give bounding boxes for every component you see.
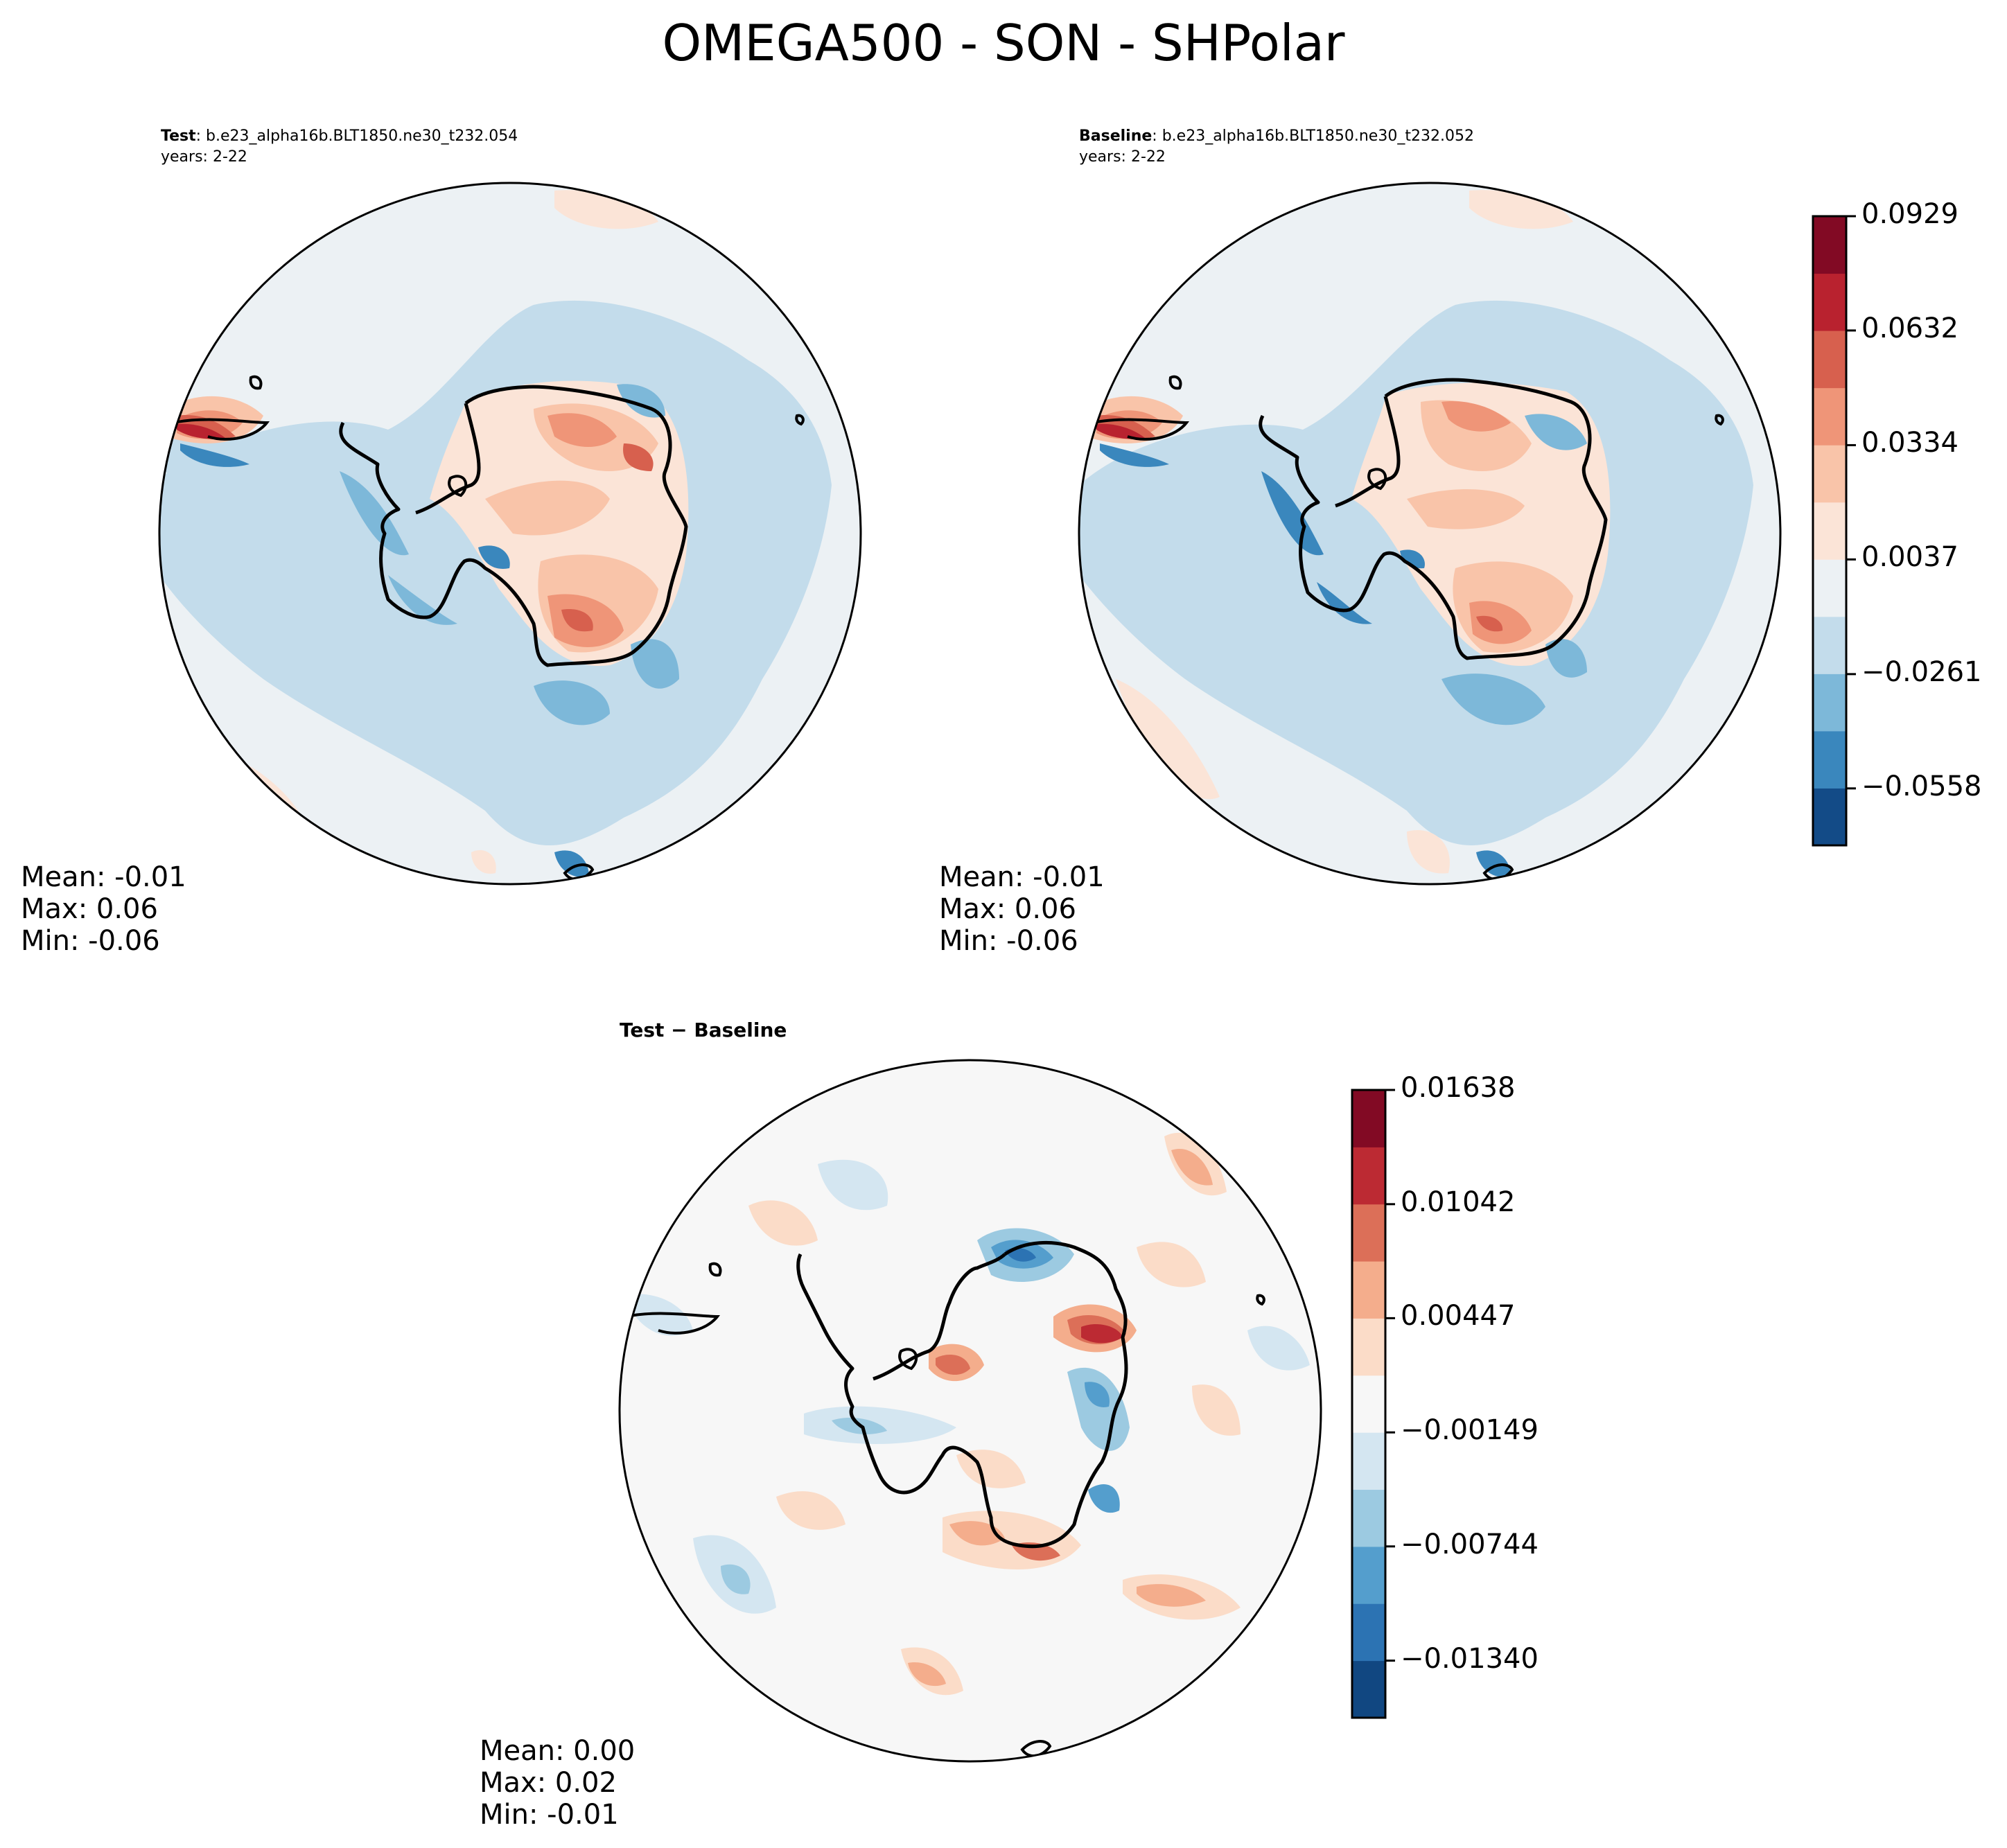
cbar-main-tick: 0.0632 (1861, 312, 1958, 344)
test-max: Max: 0.06 (21, 893, 158, 925)
cbar-diff-tick: 0.01042 (1401, 1186, 1516, 1218)
diff-stats: Mean: 0.00 Max: 0.02 Min: -0.01 (480, 1735, 635, 1831)
baseline-subtitle: Baseline: b.e23_alpha16b.BLT1850.ne30_t2… (1079, 126, 1474, 168)
test-label: Test (161, 127, 196, 145)
test-map-boundary (158, 182, 862, 886)
diff-min: Min: -0.01 (480, 1799, 619, 1831)
cbar-main-tick: −0.0261 (1861, 655, 1982, 688)
cbar-main-tick: 0.0334 (1861, 427, 1958, 459)
baseline-max: Max: 0.06 (939, 893, 1076, 925)
cbar-diff-tick: −0.00744 (1401, 1528, 1539, 1560)
test-subtitle: Test: b.e23_alpha16b.BLT1850.ne30_t232.0… (161, 126, 518, 168)
diff-title: Test − Baseline (620, 1019, 787, 1041)
cbar-diff-tick: −0.01340 (1401, 1642, 1539, 1675)
baseline-map (1079, 183, 1780, 884)
baseline-stats: Mean: -0.01 Max: 0.06 Min: -0.06 (939, 861, 1105, 957)
test-mean: Mean: -0.01 (21, 861, 186, 893)
colorbar-diff-segment (1352, 1318, 1385, 1376)
baseline-label: Baseline (1079, 127, 1153, 145)
test-min: Min: -0.06 (21, 925, 160, 957)
colorbar-main-frame (1812, 215, 1848, 847)
colorbar-main-segment (1813, 387, 1846, 446)
colorbar-main-segment (1813, 273, 1846, 331)
colorbar-diff-segment (1352, 1261, 1385, 1319)
colorbar-main-segment (1813, 616, 1846, 674)
test-stats: Mean: -0.01 Max: 0.06 Min: -0.06 (21, 861, 186, 957)
diff-mean: Mean: 0.00 (480, 1735, 636, 1767)
cbar-diff-tick: 0.00447 (1401, 1300, 1516, 1332)
diff-map (620, 1060, 1321, 1761)
colorbar-main-segment (1813, 788, 1846, 846)
colorbar-diff-segment (1352, 1432, 1385, 1490)
colorbar-diff-segment (1352, 1546, 1385, 1604)
test-years: years: 2-22 (161, 148, 247, 166)
colorbar-main (1812, 215, 1856, 847)
diff-max: Max: 0.02 (480, 1767, 617, 1799)
baseline-case: : b.e23_alpha16b.BLT1850.ne30_t232.052 (1152, 127, 1474, 145)
colorbar-main-segment (1813, 445, 1846, 503)
test-case: : b.e23_alpha16b.BLT1850.ne30_t232.054 (195, 127, 518, 145)
diff-map-boundary (618, 1059, 1322, 1763)
colorbar-diff-frame (1351, 1089, 1387, 1719)
colorbar-main-segment (1813, 331, 1846, 389)
colorbar-diff-segment (1352, 1375, 1385, 1433)
colorbar-diff-segment (1352, 1204, 1385, 1262)
colorbar-main-segment (1813, 559, 1846, 617)
baseline-min: Min: -0.06 (939, 925, 1078, 957)
colorbar-diff (1351, 1089, 1395, 1719)
cbar-main-tick: 0.0037 (1861, 541, 1958, 574)
figure-title: OMEGA500 - SON - SHPolar (662, 14, 1345, 72)
cbar-diff-tick: −0.00149 (1401, 1414, 1539, 1447)
colorbar-diff-segment (1352, 1090, 1385, 1147)
baseline-map-boundary (1078, 182, 1782, 886)
colorbar-diff-segment (1352, 1147, 1385, 1205)
colorbar-diff-segment (1352, 1660, 1385, 1718)
colorbar-diff-segment (1352, 1489, 1385, 1547)
baseline-years: years: 2-22 (1079, 148, 1166, 166)
cbar-main-tick: 0.0929 (1861, 198, 1958, 230)
cbar-main-tick: −0.0558 (1861, 770, 1982, 802)
colorbar-main-segment (1813, 730, 1846, 789)
colorbar-main-segment (1813, 674, 1846, 732)
colorbar-main-segment (1813, 216, 1846, 274)
baseline-mean: Mean: -0.01 (939, 861, 1105, 893)
colorbar-diff-segment (1352, 1603, 1385, 1662)
cbar-diff-tick: 0.01638 (1401, 1072, 1516, 1104)
colorbar-main-segment (1813, 502, 1846, 560)
test-map (159, 183, 861, 884)
